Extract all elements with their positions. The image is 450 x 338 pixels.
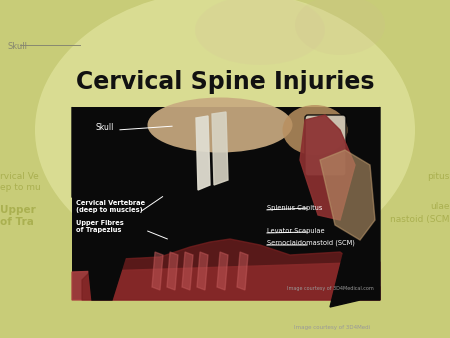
Ellipse shape [148, 97, 292, 152]
Polygon shape [300, 115, 355, 220]
Ellipse shape [195, 0, 325, 65]
Text: Upper Fibres: Upper Fibres [76, 220, 124, 226]
Bar [72, 107, 380, 300]
Text: rvical Ve: rvical Ve [0, 172, 39, 181]
Text: Splenius Capitus: Splenius Capitus [267, 205, 322, 211]
Text: ulae: ulae [431, 202, 450, 211]
Text: nastoid (SCM: nastoid (SCM [391, 215, 450, 224]
Polygon shape [212, 112, 228, 185]
Polygon shape [237, 252, 248, 290]
Polygon shape [182, 252, 193, 290]
Text: of Trapezius: of Trapezius [76, 227, 122, 233]
Ellipse shape [283, 105, 347, 155]
Text: Skull: Skull [8, 42, 28, 51]
Text: Levator Scapulae: Levator Scapulae [267, 228, 324, 234]
Text: Skull: Skull [95, 123, 113, 132]
Polygon shape [82, 239, 380, 300]
Text: (deep to muscles): (deep to muscles) [76, 207, 143, 213]
Polygon shape [167, 252, 178, 290]
Polygon shape [196, 116, 210, 190]
Text: pitus: pitus [428, 172, 450, 181]
Ellipse shape [295, 0, 385, 55]
Polygon shape [72, 107, 127, 300]
Text: Upper: Upper [0, 205, 36, 215]
Polygon shape [72, 262, 380, 300]
Ellipse shape [35, 0, 415, 270]
Text: ep to mu: ep to mu [0, 183, 41, 192]
Polygon shape [217, 252, 228, 290]
Text: Image courtesy of 3D4Medical.com: Image courtesy of 3D4Medical.com [287, 286, 374, 291]
Polygon shape [152, 252, 163, 290]
FancyBboxPatch shape [305, 115, 346, 176]
Text: Image courtesy of 3D4Medi: Image courtesy of 3D4Medi [294, 325, 370, 330]
Polygon shape [320, 150, 375, 240]
Text: Cervical Spine Injuries: Cervical Spine Injuries [76, 70, 374, 94]
Polygon shape [197, 252, 208, 290]
Text: Cervical Vertebrae: Cervical Vertebrae [76, 200, 145, 206]
Polygon shape [330, 107, 380, 307]
Text: Sernoclaidomastoid (SCM): Sernoclaidomastoid (SCM) [267, 240, 355, 246]
Text: of Tra: of Tra [0, 217, 34, 227]
